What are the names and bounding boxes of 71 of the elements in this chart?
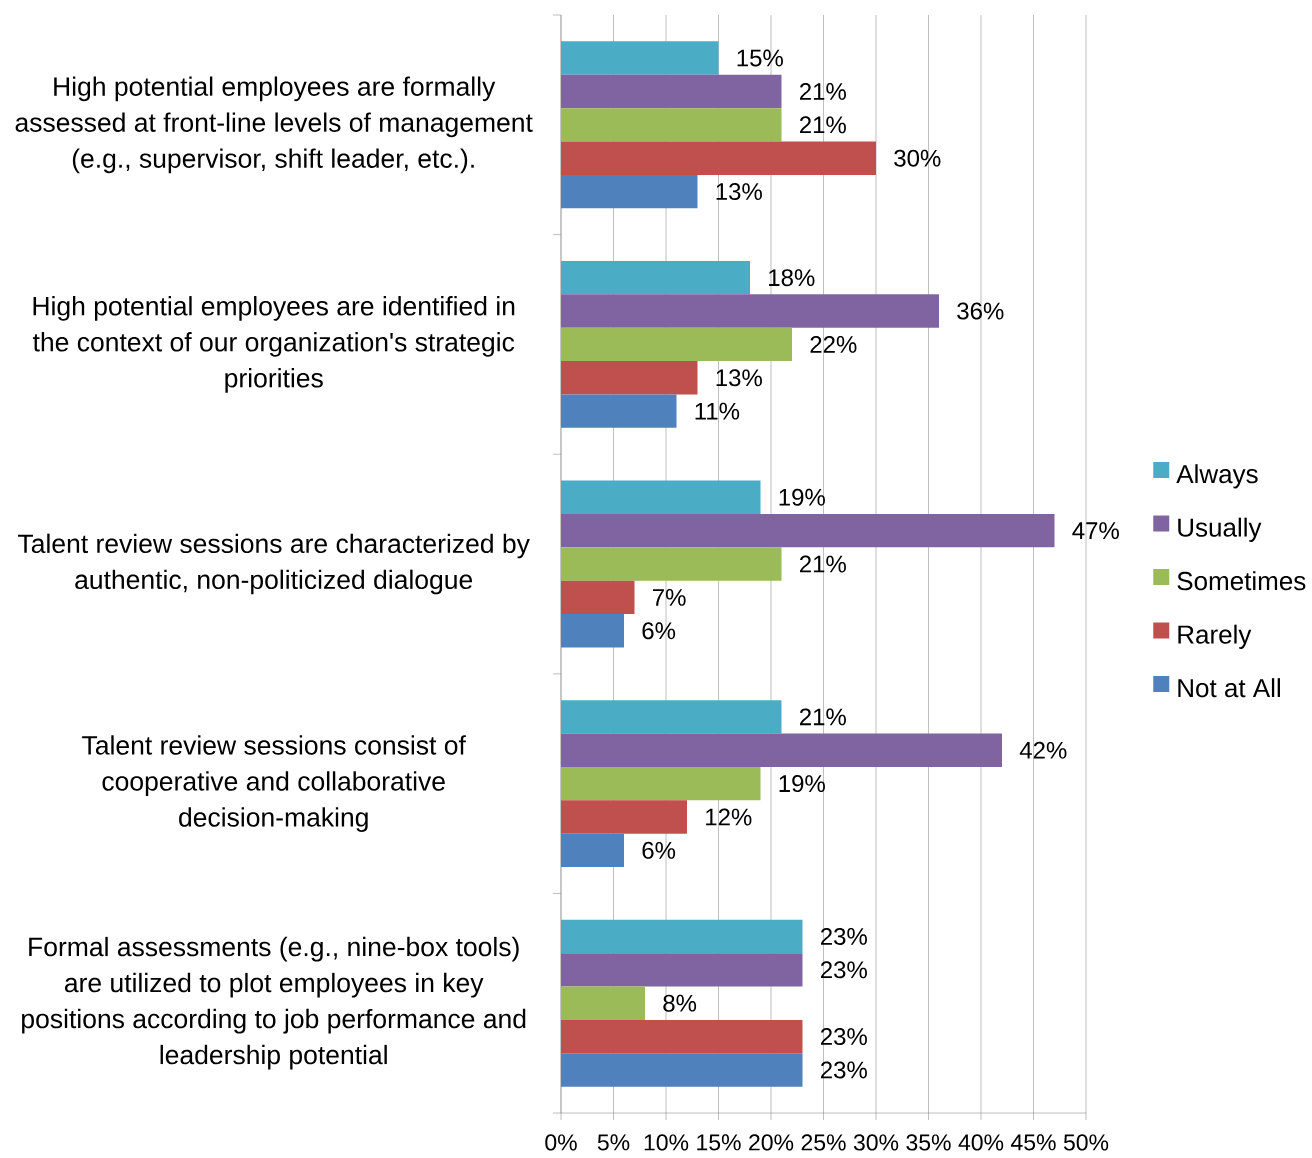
bar bbox=[561, 700, 782, 734]
data-label: 8% bbox=[663, 994, 697, 1012]
data-label: 18% bbox=[769, 269, 815, 287]
y-tick-label: High potential employees are formally assessed at front-line levels of management (e.g., supervisor, shift leader, etc.). bbox=[15, 76, 533, 174]
data-label: 11% bbox=[695, 402, 740, 420]
x-tick-label: 5% bbox=[597, 1134, 630, 1151]
bar bbox=[561, 74, 782, 109]
data-label: 13% bbox=[716, 369, 762, 387]
x-tick-label: 10% bbox=[644, 1134, 689, 1151]
bar bbox=[561, 1053, 803, 1087]
bar bbox=[561, 766, 761, 801]
data-label: 19% bbox=[779, 488, 825, 506]
legend-label: Not at All bbox=[1178, 678, 1280, 698]
legend-label: Sometimes bbox=[1177, 571, 1306, 591]
data-label: 23% bbox=[820, 927, 867, 945]
data-label: 21% bbox=[799, 555, 846, 573]
bar bbox=[561, 108, 782, 142]
bar bbox=[561, 614, 624, 648]
bar bbox=[561, 986, 645, 1020]
x-tick-label: 50% bbox=[1063, 1134, 1109, 1151]
bar bbox=[561, 833, 624, 868]
x-tick-label: 40% bbox=[958, 1134, 1004, 1151]
bar bbox=[561, 260, 750, 295]
bar bbox=[561, 800, 687, 834]
x-tick-label: 0% bbox=[545, 1134, 577, 1151]
bar bbox=[561, 1019, 803, 1054]
x-tick-label: 35% bbox=[906, 1134, 951, 1151]
data-label: 23% bbox=[820, 961, 867, 979]
data-label: 21% bbox=[799, 708, 846, 726]
y-tick-label: Talent review sessions are characterized by authentic, non-politicized dialogue bbox=[18, 533, 530, 595]
bar bbox=[561, 580, 635, 615]
data-label: 42% bbox=[1019, 741, 1067, 759]
data-label: 6% bbox=[642, 622, 676, 640]
data-label: 30% bbox=[894, 149, 941, 167]
data-label: 19% bbox=[779, 775, 825, 793]
y-tick-label: High potential employees are identified in the context of our organization's strategic priorities bbox=[32, 296, 515, 393]
data-label: 21% bbox=[799, 116, 846, 134]
x-tick-label: 15% bbox=[697, 1134, 741, 1151]
data-label: 36% bbox=[957, 302, 1004, 320]
x-tick-label: 25% bbox=[801, 1134, 846, 1151]
data-label: 13% bbox=[716, 183, 762, 201]
data-label: 15% bbox=[737, 49, 783, 67]
x-tick-label: 45% bbox=[1011, 1134, 1056, 1151]
bar bbox=[561, 294, 939, 328]
data-label: 6% bbox=[642, 841, 676, 859]
bar bbox=[561, 41, 719, 75]
bar bbox=[561, 547, 782, 581]
data-label: 47% bbox=[1072, 522, 1119, 540]
bar bbox=[561, 513, 1055, 548]
data-label: 12% bbox=[706, 808, 752, 826]
bar bbox=[561, 394, 677, 428]
bar bbox=[561, 327, 792, 362]
y-tick-label: Formal assessments (e.g., nine-box tools) are utilized to plot employees in key positions according to job performance and leadership potential bbox=[22, 936, 526, 1070]
legend-label: Always bbox=[1176, 464, 1258, 489]
x-tick-label: 30% bbox=[853, 1134, 899, 1151]
bar bbox=[561, 733, 1002, 767]
bar bbox=[561, 953, 803, 987]
data-label: 21% bbox=[799, 82, 846, 100]
data-label: 7% bbox=[653, 588, 686, 606]
data-label: 22% bbox=[810, 335, 857, 353]
bar bbox=[561, 141, 876, 175]
legend-label: Rarely bbox=[1178, 624, 1252, 649]
y-tick-label: Talent review sessions consist of cooperative and collaborative decision-making bbox=[82, 735, 466, 832]
x-tick-label: 20% bbox=[749, 1134, 794, 1151]
data-label: 23% bbox=[820, 1028, 867, 1046]
bar bbox=[561, 361, 698, 395]
legend-label: Usually bbox=[1178, 517, 1262, 542]
bar bbox=[561, 480, 761, 514]
bar bbox=[561, 174, 698, 209]
bar bbox=[561, 919, 803, 954]
data-label: 23% bbox=[820, 1061, 867, 1079]
